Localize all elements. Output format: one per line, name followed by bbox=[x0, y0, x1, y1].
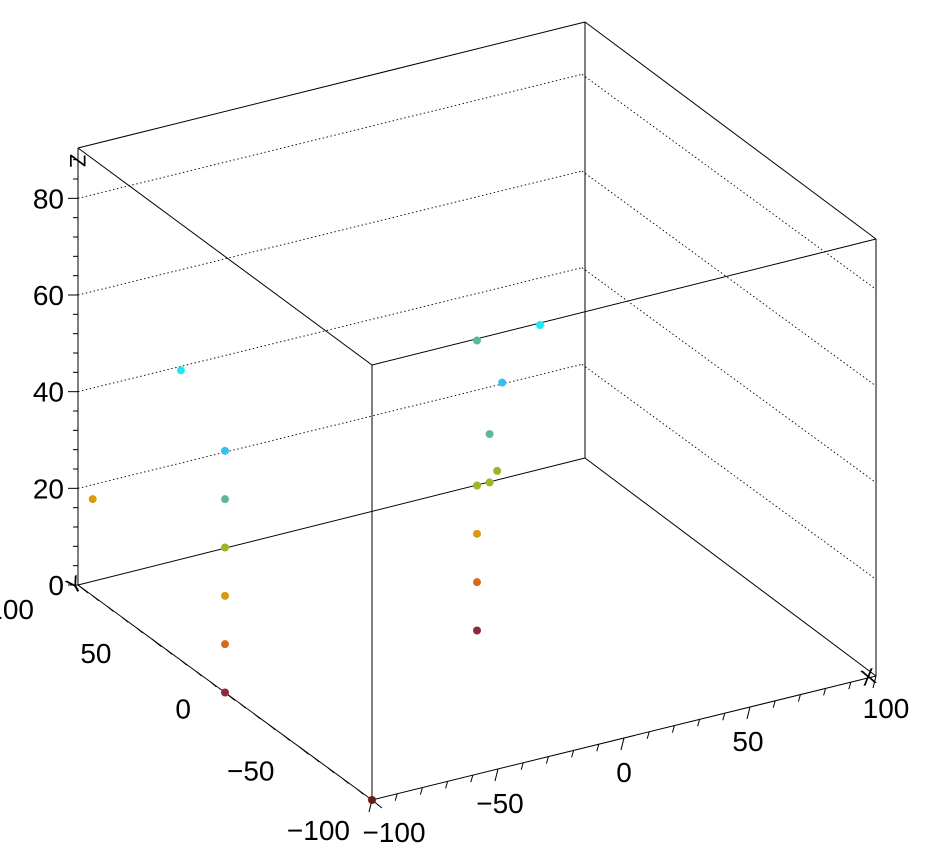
y-tick-label: −100 bbox=[287, 815, 350, 846]
y-axis-title: Y bbox=[62, 570, 87, 599]
data-point bbox=[485, 478, 494, 487]
y-minor-tick bbox=[239, 702, 247, 709]
box-edge bbox=[371, 238, 877, 366]
z-tick-label: 60 bbox=[33, 280, 64, 311]
y-minor-tick bbox=[342, 778, 349, 784]
x-minor-tick bbox=[823, 688, 827, 696]
z-tick-label: 80 bbox=[33, 183, 64, 214]
box-edge bbox=[584, 21, 877, 240]
x-minor-tick bbox=[671, 725, 675, 733]
x-major-tick bbox=[620, 737, 625, 751]
y-minor-tick bbox=[283, 735, 291, 741]
box-edge bbox=[77, 457, 586, 586]
data-point bbox=[221, 688, 229, 697]
y-tick-label: 0 bbox=[175, 694, 191, 725]
data-point bbox=[221, 543, 229, 552]
y-major-tick bbox=[298, 745, 309, 755]
data-point bbox=[176, 366, 185, 375]
x-minor-tick bbox=[545, 756, 549, 764]
x-minor-tick bbox=[772, 700, 776, 708]
data-point bbox=[88, 495, 97, 504]
data-point bbox=[368, 796, 376, 804]
data-point bbox=[473, 529, 481, 538]
x-minor-tick bbox=[445, 781, 449, 789]
y-tick-label: 100 bbox=[0, 594, 34, 625]
x-major-tick bbox=[872, 675, 877, 689]
y-minor-tick bbox=[209, 681, 217, 688]
x-tick-label: −100 bbox=[362, 817, 425, 848]
tick-marks bbox=[68, 159, 877, 813]
z-gridline-back bbox=[77, 73, 583, 199]
x-minor-tick bbox=[470, 775, 474, 783]
z-tick-label: 40 bbox=[33, 377, 64, 408]
x-minor-tick bbox=[646, 731, 650, 739]
data-point bbox=[221, 446, 229, 455]
z-tick-label: 0 bbox=[48, 570, 64, 601]
y-minor-tick bbox=[356, 788, 364, 795]
x-minor-tick bbox=[848, 682, 852, 690]
data-point bbox=[221, 591, 229, 600]
y-minor-tick bbox=[92, 595, 100, 602]
z-gridline-back bbox=[77, 267, 583, 393]
y-minor-tick bbox=[136, 627, 144, 634]
y-minor-tick bbox=[180, 659, 188, 666]
y-minor-tick bbox=[165, 649, 173, 655]
data-point bbox=[493, 466, 502, 475]
data-point bbox=[485, 430, 494, 439]
x-minor-tick bbox=[797, 694, 801, 702]
z-gridline-back bbox=[77, 170, 583, 296]
z-gridline-side bbox=[581, 267, 877, 484]
x-minor-tick bbox=[697, 719, 701, 727]
x-major-tick bbox=[746, 706, 751, 720]
data-point bbox=[221, 495, 229, 504]
tick-labels: 0 20 40 60 80 −100 −50 0 50 100 −100 −50 0 50 100 Z X Y bbox=[0, 154, 909, 848]
y-minor-tick bbox=[121, 616, 129, 623]
x-tick-label: 50 bbox=[732, 726, 763, 757]
y-minor-tick bbox=[254, 713, 261, 720]
data-point bbox=[473, 626, 481, 635]
y-minor-tick bbox=[107, 606, 114, 612]
x-tick-label: 0 bbox=[616, 757, 632, 788]
x-minor-tick bbox=[571, 750, 575, 758]
data-point bbox=[536, 321, 544, 329]
z-gridline-side bbox=[581, 73, 877, 290]
y-minor-tick bbox=[312, 756, 320, 763]
data-point bbox=[221, 640, 229, 649]
data-point bbox=[473, 336, 481, 345]
y-tick-label: 50 bbox=[80, 638, 111, 669]
z-axis-title: Z bbox=[65, 154, 90, 167]
x-major-tick bbox=[494, 768, 499, 782]
y-major-tick bbox=[151, 638, 162, 648]
x-minor-tick bbox=[596, 744, 600, 752]
box-edge bbox=[77, 147, 373, 366]
z-gridline-side bbox=[581, 170, 877, 387]
x-minor-tick bbox=[394, 793, 398, 801]
x-tick-label: −50 bbox=[476, 788, 524, 819]
x-minor-tick bbox=[722, 713, 726, 721]
data-point bbox=[473, 578, 481, 587]
box-frame bbox=[77, 21, 877, 801]
x-axis-title: X bbox=[858, 663, 879, 691]
z-tick-label: 20 bbox=[33, 473, 64, 504]
data-point bbox=[498, 378, 507, 387]
z-gridline-back bbox=[77, 363, 583, 489]
grid-layer bbox=[77, 73, 877, 580]
y-minor-tick bbox=[327, 767, 335, 774]
x-minor-tick bbox=[419, 787, 423, 795]
y-minor-tick bbox=[268, 724, 276, 731]
x-tick-label: 100 bbox=[863, 693, 910, 724]
z-gridline-side bbox=[581, 363, 877, 580]
y-tick-label: −50 bbox=[227, 755, 275, 786]
y-minor-tick bbox=[195, 670, 202, 677]
data-points bbox=[88, 321, 544, 804]
box-edge bbox=[584, 457, 877, 677]
y-major-tick bbox=[77, 584, 89, 594]
data-point bbox=[473, 481, 481, 490]
x-minor-tick bbox=[520, 762, 524, 770]
box-edge bbox=[77, 21, 586, 149]
